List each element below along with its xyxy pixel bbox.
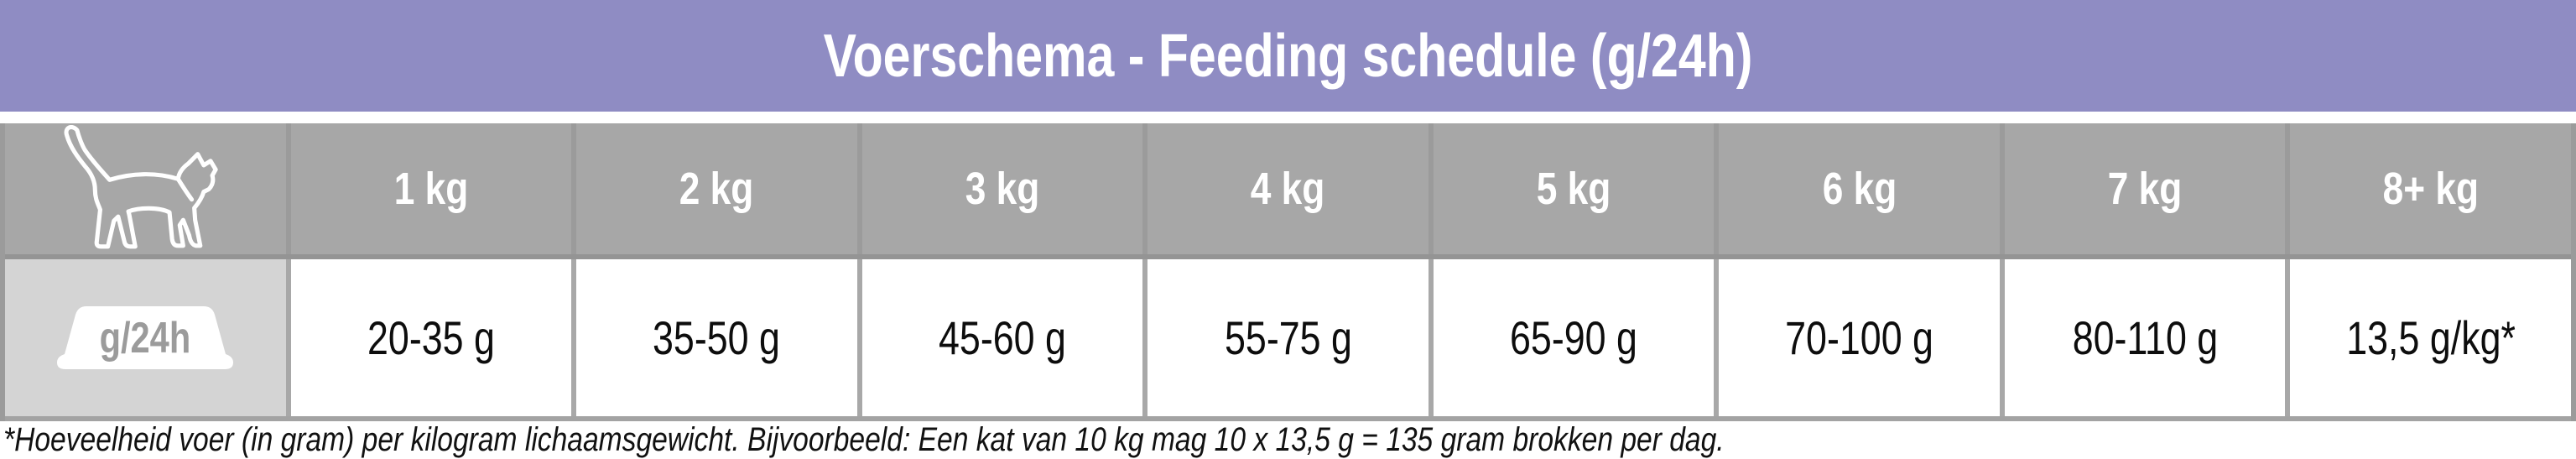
row-label-cell: g/24h	[5, 259, 286, 416]
weight-header-label: 7 kg	[2107, 164, 2183, 214]
feeding-value-6kg: 70-100 g	[1719, 259, 2000, 416]
weight-header-label: 5 kg	[1536, 164, 1611, 214]
cat-icon	[64, 124, 218, 248]
feeding-value-1kg: 20-35 g	[290, 259, 572, 416]
feeding-value: 70-100 g	[1785, 311, 1934, 364]
weight-header-8kg-plus: 8+ kg	[2290, 123, 2571, 254]
feeding-value: 45-60 g	[938, 311, 1066, 364]
feeding-value: 55-75 g	[1224, 311, 1352, 364]
footnote: *Hoeveelheid voer (in gram) per kilogram…	[0, 421, 2576, 458]
feeding-value-4kg: 55-75 g	[1147, 259, 1429, 416]
feeding-value: 13,5 g/kg*	[2345, 311, 2516, 364]
footnote-text: *Hoeveelheid voer (in gram) per kilogram…	[3, 420, 1725, 458]
table-data-row: g/24h 20-35 g 35-50 g 45-60 g 55-75 g 65…	[5, 259, 2571, 416]
table-divider	[5, 254, 2571, 259]
weight-header-label: 3 kg	[965, 164, 1040, 214]
feeding-value-7kg: 80-110 g	[2004, 259, 2286, 416]
weight-header-label: 2 kg	[679, 164, 754, 214]
table-header-row: 1 kg 2 kg 3 kg 4 kg 5 kg 6 kg 7 kg 8+ kg	[5, 123, 2571, 254]
row-label-text: g/24h	[99, 313, 191, 363]
food-bowl-shape	[57, 305, 234, 369]
title-bar: Voerschema - Feeding schedule (g/24h)	[0, 0, 2576, 112]
feeding-value-2kg: 35-50 g	[576, 259, 857, 416]
weight-header-4kg: 4 kg	[1147, 123, 1429, 254]
weight-header-3kg: 3 kg	[861, 123, 1143, 254]
feeding-value: 20-35 g	[367, 311, 495, 364]
weight-header-1kg: 1 kg	[290, 123, 572, 254]
feeding-value-8kg-plus: 13,5 g/kg*	[2290, 259, 2571, 416]
header-gap	[0, 112, 2576, 123]
food-bowl-icon: g/24h	[56, 305, 234, 370]
feeding-value: 35-50 g	[653, 311, 781, 364]
cat-header-cell	[5, 123, 286, 254]
row-label: g/24h	[56, 306, 234, 370]
weight-header-label: 8+ kg	[2382, 164, 2479, 214]
feeding-value: 80-110 g	[2072, 311, 2218, 364]
feeding-value: 65-90 g	[1510, 311, 1638, 364]
weight-header-6kg: 6 kg	[1719, 123, 2000, 254]
feeding-value-3kg: 45-60 g	[861, 259, 1143, 416]
weight-header-2kg: 2 kg	[576, 123, 857, 254]
feeding-table: 1 kg 2 kg 3 kg 4 kg 5 kg 6 kg 7 kg 8+ kg…	[0, 123, 2576, 421]
weight-header-label: 1 kg	[393, 164, 469, 214]
weight-header-7kg: 7 kg	[2004, 123, 2286, 254]
weight-header-5kg: 5 kg	[1433, 123, 1715, 254]
panel-title: Voerschema - Feeding schedule (g/24h)	[823, 22, 1753, 90]
table-bottom-border	[5, 416, 2571, 421]
feeding-value-5kg: 65-90 g	[1433, 259, 1715, 416]
weight-header-label: 4 kg	[1251, 164, 1325, 214]
weight-header-label: 6 kg	[1822, 164, 1897, 214]
